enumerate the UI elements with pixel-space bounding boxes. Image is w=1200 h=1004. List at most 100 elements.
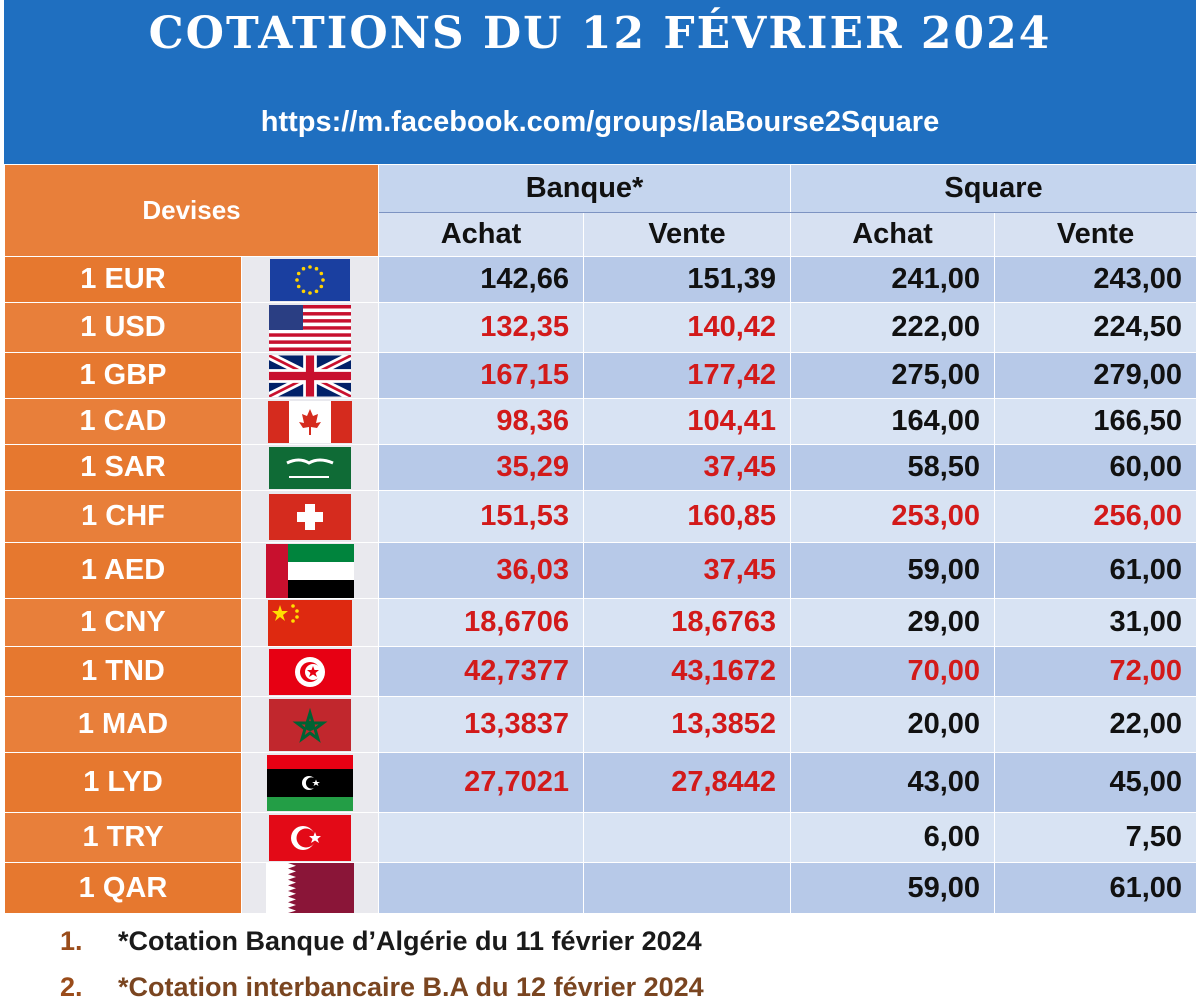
table-row: 1 EUR 142,66 151,39 241,00 243,00 xyxy=(4,256,1198,303)
footnote-text: *Cotation interbancaire B.A du 12 févrie… xyxy=(118,972,704,1002)
table-row: 1 AED 36,03 37,45 59,00 61,00 xyxy=(4,542,1198,599)
us-flag-cell xyxy=(241,302,379,353)
saudi-flag-cell xyxy=(241,444,379,491)
square-buy-cell: 20,00 xyxy=(790,696,996,753)
square-sell-cell: 60,00 xyxy=(994,444,1198,491)
tunisia-flag-cell xyxy=(241,646,379,697)
square-buy-cell: 241,00 xyxy=(790,256,996,303)
bank-sell-cell: 37,45 xyxy=(582,444,792,491)
table-row: 1 CHF 151,53 160,85 253,00 256,00 xyxy=(4,490,1198,543)
square-buy-cell: 58,50 xyxy=(790,444,996,491)
uk-flag-cell xyxy=(241,352,379,399)
square-sell-cell: 224,50 xyxy=(994,302,1198,353)
square-buy-cell: 70,00 xyxy=(790,646,996,697)
currency-label: 1 CAD xyxy=(4,398,242,445)
square-sell-cell: 279,00 xyxy=(994,352,1198,399)
swiss-flag-icon xyxy=(243,493,378,540)
square-buy-cell: 275,00 xyxy=(790,352,996,399)
bank-sell-cell xyxy=(582,812,792,863)
table-row: 1 QAR 59,00 61,00 xyxy=(4,862,1198,914)
bank-buy-cell xyxy=(378,862,584,914)
table-row: 1 TRY 6,00 7,50 xyxy=(4,812,1198,863)
group-url[interactable]: https://m.facebook.com/groups/laBourse2S… xyxy=(260,106,940,138)
square-buy-cell: 43,00 xyxy=(790,752,996,813)
canada-flag-icon xyxy=(243,400,378,443)
tunisia-flag-icon xyxy=(243,648,378,695)
square-buy-cell: 6,00 xyxy=(790,812,996,863)
currency-label: 1 TRY xyxy=(4,812,242,863)
page-title: COTATIONS DU 12 FÉVRIER 2024 xyxy=(148,8,1052,59)
square-sell-cell: 61,00 xyxy=(994,542,1198,599)
eu-flag-cell xyxy=(241,256,379,303)
square-buy-cell: 29,00 xyxy=(790,598,996,647)
header-banner: COTATIONS DU 12 FÉVRIER 2024 https://m.f… xyxy=(4,0,1196,164)
footnotes: 1. *Cotation Banque d’Algérie du 11 févr… xyxy=(60,918,704,1004)
bank-buy-cell: 98,36 xyxy=(378,398,584,445)
bank-sell-cell: 177,42 xyxy=(582,352,792,399)
currency-label: 1 TND xyxy=(4,646,242,697)
footnote-text: *Cotation Banque d’Algérie du 11 février… xyxy=(118,926,702,956)
rates-body: 1 EUR 142,66 151,39 241,00 243,00 1 USD 132,35… xyxy=(4,256,1198,914)
square-sell-cell: 243,00 xyxy=(994,256,1198,303)
square-sell-header: Vente xyxy=(994,212,1198,257)
bank-sell-cell: 140,42 xyxy=(582,302,792,353)
square-sell-cell: 166,50 xyxy=(994,398,1198,445)
currency-label: 1 QAR xyxy=(4,862,242,914)
saudi-flag-icon xyxy=(243,446,378,489)
table-row: 1 CAD 98,36 104,41 164,00 166,50 xyxy=(4,398,1198,445)
square-sell-cell: 45,00 xyxy=(994,752,1198,813)
currency-label: 1 LYD xyxy=(4,752,242,813)
square-buy-cell: 59,00 xyxy=(790,862,996,914)
square-buy-cell: 164,00 xyxy=(790,398,996,445)
currency-label: 1 GBP xyxy=(4,352,242,399)
eu-flag-icon xyxy=(243,258,378,301)
bank-sell-cell: 27,8442 xyxy=(582,752,792,813)
us-flag-icon xyxy=(243,304,378,351)
uae-flag-icon xyxy=(243,543,378,598)
bank-buy-cell xyxy=(378,812,584,863)
china-flag-icon xyxy=(243,599,378,646)
bank-sell-cell: 160,85 xyxy=(582,490,792,543)
table-row: 1 SAR 35,29 37,45 58,50 60,00 xyxy=(4,444,1198,491)
currency-label: 1 CNY xyxy=(4,598,242,647)
footnote: 2. *Cotation interbancaire B.A du 12 fév… xyxy=(60,964,704,1004)
bank-buy-cell: 167,15 xyxy=(378,352,584,399)
bank-sell-cell: 151,39 xyxy=(582,256,792,303)
footnote: 1. *Cotation Banque d’Algérie du 11 févr… xyxy=(60,918,704,964)
turkey-flag-cell xyxy=(241,812,379,863)
bank-buy-cell: 36,03 xyxy=(378,542,584,599)
bank-sell-cell: 43,1672 xyxy=(582,646,792,697)
currency-label: 1 AED xyxy=(4,542,242,599)
morocco-flag-icon xyxy=(243,698,378,751)
qatar-flag-cell xyxy=(241,862,379,914)
uae-flag-cell xyxy=(241,542,379,599)
bank-sell-cell: 18,6763 xyxy=(582,598,792,647)
libya-flag-icon xyxy=(243,754,378,811)
table-row: 1 CNY 18,6706 18,6763 29,00 31,00 xyxy=(4,598,1198,647)
bank-buy-cell: 35,29 xyxy=(378,444,584,491)
bank-buy-cell: 13,3837 xyxy=(378,696,584,753)
square-buy-cell: 59,00 xyxy=(790,542,996,599)
bank-sell-header: Vente xyxy=(582,212,792,257)
bank-sell-cell: 37,45 xyxy=(582,542,792,599)
bank-buy-cell: 42,7377 xyxy=(378,646,584,697)
currency-label: 1 CHF xyxy=(4,490,242,543)
square-buy-header: Achat xyxy=(790,212,996,257)
footnote-number: 1. xyxy=(60,926,83,956)
square-sell-cell: 61,00 xyxy=(994,862,1198,914)
table-row: 1 MAD 13,3837 13,3852 20,00 22,00 xyxy=(4,696,1198,753)
turkey-flag-icon xyxy=(243,814,378,861)
bank-buy-header: Achat xyxy=(378,212,584,257)
square-sell-cell: 31,00 xyxy=(994,598,1198,647)
currency-label: 1 SAR xyxy=(4,444,242,491)
bank-buy-cell: 27,7021 xyxy=(378,752,584,813)
qatar-flag-icon xyxy=(243,863,378,913)
square-buy-cell: 253,00 xyxy=(790,490,996,543)
bank-sell-cell: 104,41 xyxy=(582,398,792,445)
table-row: 1 TND 42,7377 43,1672 70,00 72,00 xyxy=(4,646,1198,697)
bank-buy-cell: 142,66 xyxy=(378,256,584,303)
bank-buy-cell: 151,53 xyxy=(378,490,584,543)
square-sell-cell: 22,00 xyxy=(994,696,1198,753)
rates-table: Devises Banque* Square Achat Vente Achat… xyxy=(4,164,1198,914)
china-flag-cell xyxy=(241,598,379,647)
